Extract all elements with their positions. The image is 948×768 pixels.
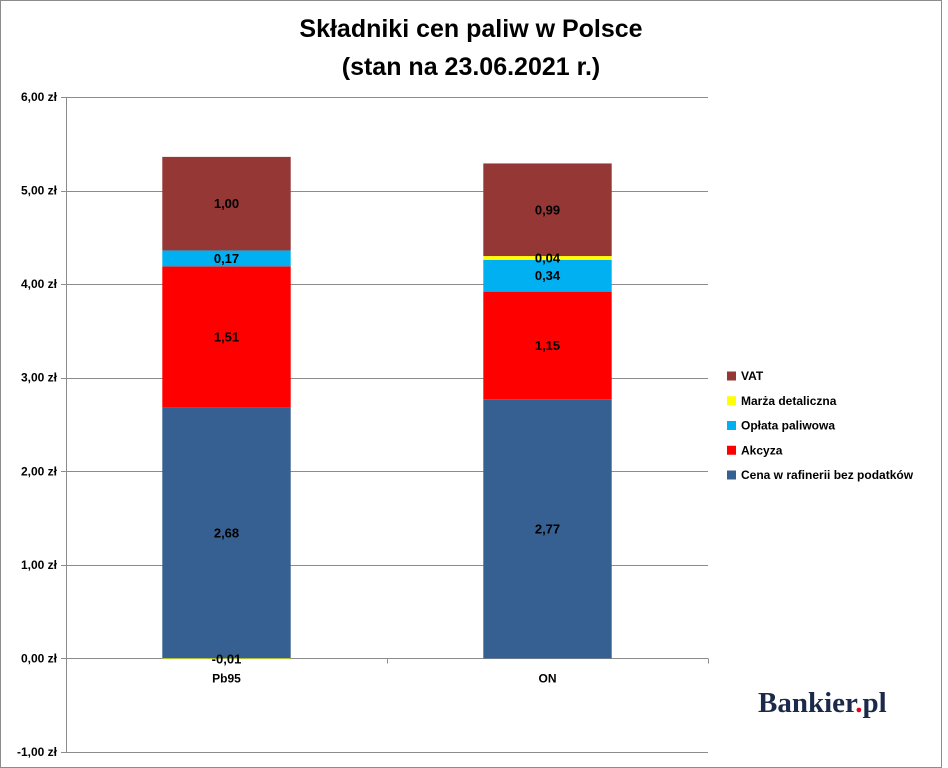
legend-swatch: [727, 445, 736, 455]
data-label-on-marza-detaliczna: 0,04: [535, 250, 561, 265]
bar-segment-pb95-marza-detaliczna: [162, 658, 291, 660]
chart-subtitle: (stan na 23.06.2021 r.): [341, 53, 601, 81]
legend-entry-oplata-paliwowa: Opłata paliwowa: [727, 419, 835, 433]
legend: VAT Marża detaliczna Opłata paliwowa Akcyza…: [727, 369, 914, 482]
bar-segment-on-cena-w-rafinerii-bez-podatkow: [483, 399, 612, 659]
bars: [162, 156, 612, 660]
legend-label: Akcyza: [741, 443, 783, 457]
legend-label: VAT: [741, 369, 764, 383]
legend-label: Cena w rafinerii bez podatków: [741, 468, 914, 482]
legend-label: Opłata paliwowa: [741, 419, 835, 433]
legend-swatch: [727, 371, 736, 381]
legend-entry-vat: VAT: [727, 369, 764, 383]
logo-name: Bankier: [758, 687, 856, 719]
category-label-on: ON: [539, 671, 557, 685]
data-label-pb95-vat: 1,00: [214, 196, 239, 211]
data-label-on-cena-w-rafinerii-bez-podatkow: 2,77: [535, 521, 560, 536]
y-tick-label: 5,00 zł: [21, 184, 58, 198]
legend-entry-marza-detaliczna: Marża detaliczna: [727, 394, 837, 408]
data-label-on-oplata-paliwowa: 0,34: [535, 268, 561, 283]
data-label-on-akcyza: 1,15: [535, 338, 560, 353]
bar-segment-pb95-cena-w-rafinerii-bez-podatkow: [162, 407, 291, 659]
data-label-pb95-oplata-paliwowa: 0,17: [214, 251, 239, 266]
y-tick-label: 2,00 zł: [21, 464, 58, 478]
data-label-pb95-akcyza: 1,51: [214, 330, 239, 345]
y-tick-label: 0,00 zł: [21, 651, 58, 665]
data-labels: 2,68 1,51 0,17 -0,01 1,00 Pb95 2,77 1,15 0,34 0,0…: [212, 196, 561, 685]
data-label-pb95-cena-w-rafinerii-bez-podatkow: 2,68: [214, 526, 239, 541]
chart-title-block: Składniki cen paliw w Polsce (stan na 23…: [0, 10, 942, 86]
data-label-pb95-marza-detaliczna: -0,01: [212, 651, 242, 666]
bar-segment-on-vat: [483, 163, 612, 257]
bar-segment-on-marza-detaliczna: [483, 256, 612, 260]
legend-entry-akcyza: Akcyza: [727, 443, 783, 457]
y-tick-label: 6,00 zł: [21, 90, 58, 104]
category-label-pb95: Pb95: [212, 671, 241, 685]
bar-segment-pb95-vat: [162, 156, 291, 251]
chart-title: Składniki cen paliw w Polsce: [299, 15, 643, 43]
logo-tld: pl: [862, 687, 887, 719]
logo-dot: .: [855, 687, 863, 719]
bar-segment-on-akcyza: [483, 291, 612, 400]
y-tick-label: 4,00 zł: [21, 277, 58, 291]
y-tick-label: 1,00 zł: [21, 558, 58, 572]
bankier-logo: Bankier.pl: [758, 686, 887, 720]
legend-swatch: [727, 470, 736, 480]
y-tick-label: -1,00 zł: [17, 745, 58, 759]
legend-swatch: [727, 421, 736, 430]
legend-swatch: [727, 396, 736, 406]
bar-segment-pb95-akcyza: [162, 266, 291, 408]
bar-segment-on-oplata-paliwowa: [483, 259, 612, 292]
data-label-on-vat: 0,99: [535, 202, 560, 217]
legend-label: Marża detaliczna: [741, 394, 837, 408]
y-tick-label: 3,00 zł: [21, 371, 58, 385]
bar-segment-pb95-oplata-paliwowa: [162, 250, 291, 267]
legend-entry-cena-w-rafinerii-bez-podatkow: Cena w rafinerii bez podatków: [727, 468, 914, 482]
